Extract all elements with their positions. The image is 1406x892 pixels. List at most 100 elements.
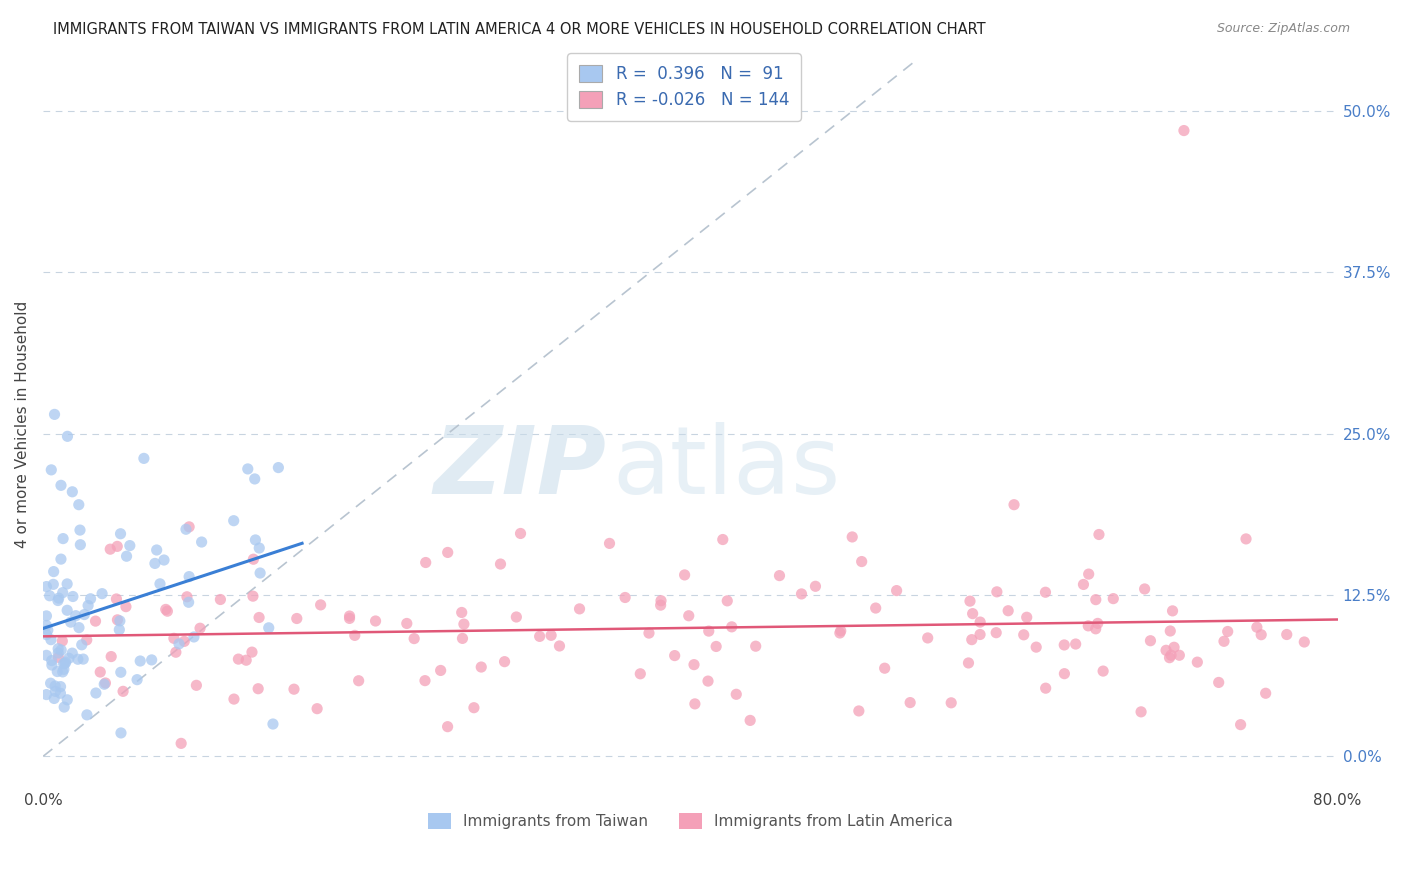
Point (240, 645, 263, 659)
Point (1035, 585, 1057, 599)
Point (84, 614, 107, 628)
Point (267, 460, 290, 475)
Point (1161, 604, 1184, 618)
Point (505, 610, 527, 624)
Point (1077, 567, 1099, 582)
Point (249, 566, 271, 580)
Point (65, 608, 87, 623)
Point (720, 620, 742, 634)
Point (44, 684, 66, 698)
Point (105, 591, 128, 606)
Point (145, 543, 167, 558)
Y-axis label: 4 or more Vehicles in Household: 4 or more Vehicles in Household (15, 301, 30, 548)
Point (1187, 655, 1209, 669)
Point (1015, 610, 1038, 624)
Point (463, 700, 485, 714)
Point (1234, 532, 1257, 546)
Point (1084, 622, 1107, 636)
Point (830, 624, 852, 638)
Point (170, 736, 193, 750)
Point (35, 627, 58, 641)
Point (51, 643, 73, 657)
Point (108, 623, 131, 637)
Point (247, 610, 270, 624)
Point (529, 629, 551, 643)
Point (56, 603, 79, 617)
Point (37, 623, 59, 637)
Point (49, 478, 72, 492)
Point (35, 608, 58, 623)
Point (450, 606, 472, 620)
Point (917, 631, 939, 645)
Point (599, 536, 621, 550)
Point (339, 611, 361, 625)
Point (173, 634, 195, 648)
Point (35, 580, 58, 594)
Point (1053, 666, 1076, 681)
Text: atlas: atlas (613, 422, 841, 514)
Point (53, 700, 76, 714)
Point (176, 590, 198, 604)
Point (650, 598, 672, 612)
Point (52, 532, 75, 546)
Point (188, 621, 211, 635)
Point (1139, 633, 1161, 648)
Point (70, 638, 93, 652)
Point (509, 526, 531, 541)
Point (69, 538, 91, 552)
Point (744, 639, 766, 653)
Point (790, 587, 813, 601)
Point (165, 645, 187, 659)
Point (614, 591, 637, 605)
Point (415, 556, 437, 570)
Point (41, 654, 63, 668)
Point (174, 522, 197, 536)
Point (100, 649, 122, 664)
Point (67, 498, 90, 512)
Text: IMMIGRANTS FROM TAIWAN VS IMMIGRANTS FROM LATIN AMERICA 4 OR MORE VEHICLES IN HO: IMMIGRANTS FROM TAIWAN VS IMMIGRANTS FRO… (53, 22, 986, 37)
Point (683, 657, 706, 672)
Point (46, 646, 69, 660)
Point (56, 693, 79, 707)
Point (960, 632, 983, 647)
Point (179, 520, 201, 534)
Point (664, 648, 686, 663)
Point (841, 530, 863, 544)
Point (242, 552, 264, 566)
Point (1088, 527, 1111, 541)
Point (141, 653, 163, 667)
Point (149, 577, 172, 591)
Point (413, 673, 436, 688)
Point (209, 592, 232, 607)
Point (118, 539, 141, 553)
Point (969, 615, 991, 629)
Point (804, 579, 827, 593)
Point (76, 707, 98, 722)
Point (132, 451, 155, 466)
Point (48, 650, 70, 665)
Point (51, 634, 73, 648)
Point (236, 462, 259, 476)
Point (725, 687, 748, 701)
Point (79, 591, 101, 606)
Point (697, 624, 720, 639)
Point (1208, 675, 1230, 690)
Point (153, 553, 176, 567)
Text: Source: ZipAtlas.com: Source: ZipAtlas.com (1216, 22, 1350, 36)
Point (429, 664, 451, 678)
Point (1154, 643, 1177, 657)
Point (262, 717, 284, 731)
Point (186, 678, 208, 692)
Point (46, 641, 69, 656)
Point (35, 618, 58, 632)
Point (283, 682, 305, 697)
Point (494, 655, 516, 669)
Point (307, 701, 329, 715)
Point (53, 657, 76, 671)
Point (740, 714, 762, 728)
Text: ZIP: ZIP (433, 422, 606, 514)
Point (986, 625, 1008, 640)
Point (73, 607, 96, 622)
Point (1087, 616, 1109, 631)
Point (66, 652, 89, 666)
